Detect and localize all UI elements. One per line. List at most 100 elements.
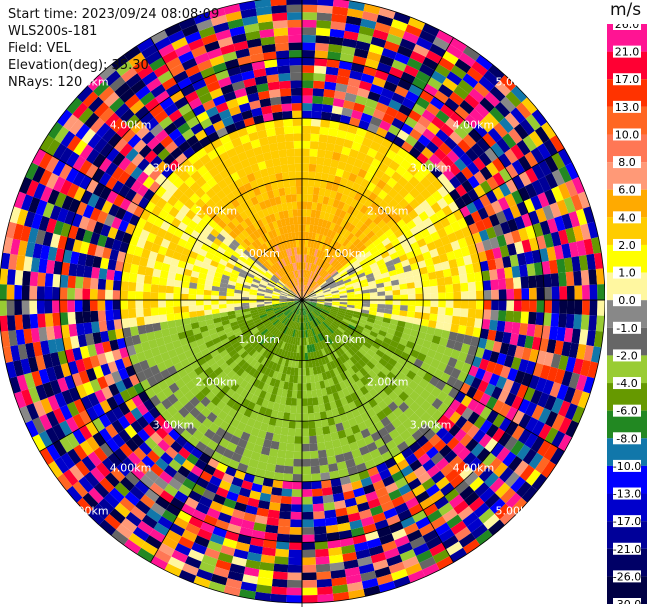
- range-gate: [318, 279, 326, 286]
- range-gate: [311, 311, 318, 318]
- range-gate: [352, 249, 361, 258]
- range-gate: [311, 359, 317, 368]
- range-gate: [302, 186, 308, 195]
- range-gate: [149, 394, 162, 407]
- range-gate: [317, 4, 333, 14]
- range-gate: [98, 498, 115, 514]
- range-gate: [394, 477, 409, 489]
- range-gate: [186, 453, 199, 466]
- range-gate: [29, 285, 38, 300]
- range-gate: [393, 348, 404, 357]
- range-gate: [431, 470, 446, 484]
- range-gate: [420, 318, 430, 327]
- range-gate: [382, 405, 393, 417]
- range-gate: [405, 250, 416, 260]
- range-gate: [485, 190, 498, 204]
- range-gate: [98, 268, 108, 280]
- range-gate: [326, 345, 333, 354]
- range-gate: [304, 269, 307, 278]
- range-gate: [366, 230, 376, 240]
- range-gate: [420, 400, 432, 412]
- range-gate: [47, 460, 63, 479]
- range-gate: [271, 12, 288, 22]
- range-gate: [416, 352, 427, 362]
- range-gate: [268, 325, 276, 333]
- range-gate: [313, 284, 320, 291]
- range-gate: [429, 489, 445, 504]
- range-gate: [317, 373, 324, 382]
- range-gate: [390, 568, 408, 581]
- range-gate: [345, 574, 362, 585]
- range-gate: [378, 493, 392, 506]
- range-gate: [489, 477, 505, 493]
- range-gate: [346, 288, 355, 293]
- range-gate: [315, 275, 322, 283]
- range-gate: [313, 526, 327, 535]
- range-gate: [482, 280, 492, 291]
- range-gate: [419, 496, 435, 510]
- range-gate: [374, 21, 391, 34]
- range-gate: [289, 320, 294, 329]
- range-gate: [206, 507, 221, 520]
- range-gate: [198, 452, 212, 465]
- range-gate: [563, 257, 574, 273]
- range-gate: [168, 428, 181, 441]
- range-gate: [329, 120, 340, 130]
- range-gate: [286, 366, 292, 375]
- range-gate: [182, 477, 196, 491]
- range-gate: [336, 514, 350, 525]
- range-gate: [382, 276, 391, 283]
- range-gate: [309, 263, 314, 272]
- range-gate: [298, 330, 301, 338]
- range-gate: [129, 485, 145, 501]
- range-gate: [243, 512, 257, 523]
- range-gate: [494, 101, 511, 118]
- range-gate: [352, 238, 361, 247]
- range-gate: [335, 242, 343, 251]
- range-gate: [319, 464, 330, 474]
- range-gate: [254, 514, 268, 525]
- range-gate: [354, 361, 363, 371]
- range-gate: [266, 73, 280, 84]
- range-gate: [357, 556, 373, 567]
- range-gate: [487, 519, 505, 536]
- colorbar-tick-label: -17.0: [613, 515, 641, 528]
- range-gate: [313, 309, 320, 316]
- range-gate: [334, 277, 343, 283]
- range-gate: [172, 471, 187, 485]
- range-gate: [313, 335, 319, 344]
- range-gate: [369, 330, 379, 338]
- range-gate: [305, 224, 310, 233]
- range-gate: [521, 288, 530, 300]
- range-gate: [276, 387, 284, 397]
- range-gate: [336, 460, 348, 471]
- range-gate: [494, 482, 511, 499]
- range-gate: [443, 242, 454, 254]
- range-gate: [497, 196, 510, 211]
- range-gate: [165, 300, 174, 308]
- range-gate: [277, 526, 291, 535]
- range-gate: [165, 446, 179, 459]
- range-gate: [302, 140, 311, 149]
- range-gate: [354, 296, 363, 300]
- range-gate: [287, 311, 294, 319]
- range-gate: [498, 289, 507, 300]
- range-gate: [390, 238, 401, 247]
- range-gate: [289, 413, 297, 422]
- range-gate: [173, 389, 185, 401]
- range-gate: [582, 206, 595, 224]
- range-gate: [346, 85, 359, 96]
- range-gate: [277, 449, 287, 459]
- range-gate: [328, 267, 336, 275]
- range-gate: [377, 427, 389, 438]
- range-gate: [198, 343, 208, 352]
- range-gate: [503, 354, 515, 368]
- range-gate: [345, 394, 354, 404]
- range-gate: [211, 304, 220, 310]
- range-gate: [393, 228, 404, 239]
- range-gate: [306, 344, 311, 353]
- range-gate: [52, 273, 61, 288]
- range-gate: [219, 361, 229, 371]
- range-gate: [285, 319, 291, 327]
- range-gate: [312, 327, 318, 336]
